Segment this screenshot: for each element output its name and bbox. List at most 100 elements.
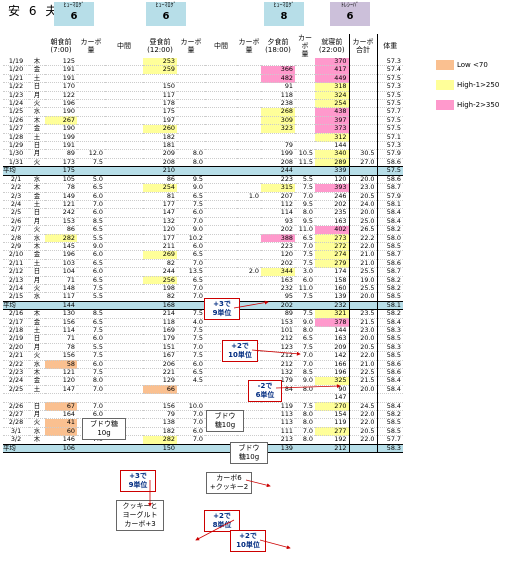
- arrow: [233, 300, 269, 309]
- table-cell: 67: [45, 402, 77, 412]
- table-cell: 58.3: [376, 343, 403, 353]
- table-row: 2/18 土 114 7.5 169 7.5 101 8.0 144 23.0 58.3: [3, 326, 403, 336]
- column-header: 就寝前 (22:00): [318, 38, 345, 54]
- table-cell: [237, 65, 261, 75]
- table-row: 2/17 金 156 6.5 118 4.0 153 9.0 378 21.5 58.4: [3, 318, 403, 328]
- table-cell: [205, 250, 237, 260]
- table-cell: [177, 124, 205, 134]
- table-cell: 3.0: [295, 267, 315, 277]
- table-cell: 393: [315, 183, 349, 193]
- table-cell: 397: [315, 116, 349, 126]
- table-cell: 30.5: [348, 150, 377, 159]
- table-cell: [105, 74, 143, 84]
- table-cell: 26.5: [348, 225, 377, 235]
- table-cell: 24.5: [348, 402, 377, 412]
- table-cell: 12.0: [77, 150, 105, 159]
- table-cell: 22.0: [348, 419, 377, 428]
- table-cell: 114: [45, 326, 77, 336]
- table-cell: 水: [29, 234, 45, 243]
- table-cell: [205, 267, 237, 277]
- table-cell: [295, 58, 315, 67]
- arrow: [195, 519, 235, 541]
- table-cell: 2/15: [3, 292, 29, 302]
- table-cell: 火: [29, 284, 45, 294]
- insulin-bedtime: ﾄﾚｼｰﾊﾞ 6: [330, 2, 370, 26]
- table-cell: [105, 402, 143, 412]
- table-cell: [295, 82, 315, 92]
- table-cell: [205, 217, 237, 227]
- table-cell: [105, 259, 143, 269]
- table-cell: 7.5: [77, 326, 105, 336]
- table-cell: [205, 208, 237, 218]
- table-cell: [205, 351, 237, 361]
- table-cell: 71: [45, 276, 77, 285]
- table-cell: 202: [315, 200, 349, 210]
- table-cell: [105, 149, 143, 159]
- table-cell: 91: [261, 82, 295, 92]
- table-cell: 321: [315, 309, 349, 319]
- table-cell: 145: [45, 242, 77, 252]
- table-cell: 125: [45, 57, 77, 67]
- table-cell: 178: [143, 99, 177, 109]
- table-cell: 7.5: [295, 250, 315, 260]
- table-cell: 7.0: [295, 192, 315, 201]
- table-cell: 7.5: [177, 309, 205, 319]
- table-cell: 179: [143, 335, 177, 344]
- table-cell: 23.0: [348, 183, 377, 193]
- table-cell: [237, 174, 261, 185]
- table-cell: [237, 208, 261, 218]
- table-cell: 60: [45, 427, 77, 437]
- average-cell: 106: [45, 443, 77, 454]
- table-cell: 1/22: [3, 82, 29, 92]
- insulin-lunch: ﾋｭｰﾏﾛｸﾞ 6: [146, 2, 186, 26]
- table-cell: 木: [29, 116, 45, 126]
- table-cell: 25.5: [348, 284, 377, 294]
- table-cell: 6.5: [177, 368, 205, 378]
- table-cell: 6.0: [177, 360, 205, 370]
- table-cell: 132: [261, 368, 295, 378]
- average-cell: 57.5: [376, 166, 403, 176]
- table-cell: [205, 284, 237, 294]
- average-cell: [295, 443, 315, 454]
- table-cell: [261, 133, 295, 143]
- table-cell: [77, 99, 105, 109]
- table-cell: 312: [315, 133, 349, 143]
- table-cell: 日: [29, 402, 45, 412]
- table-cell: [237, 116, 261, 126]
- table-cell: 6.0: [295, 276, 315, 285]
- table-cell: [143, 74, 177, 84]
- column-header: カーボ 合計: [348, 34, 377, 58]
- table-cell: [205, 91, 237, 101]
- table-cell: 268: [261, 108, 295, 117]
- table-cell: 20.0: [348, 385, 377, 395]
- table-cell: [105, 393, 143, 403]
- table-cell: 58.6: [376, 158, 403, 168]
- table-cell: 120: [315, 174, 349, 185]
- table-cell: 8.0: [295, 208, 315, 218]
- table-cell: 8.0: [295, 435, 315, 445]
- table-cell: 57.5: [376, 99, 403, 109]
- table-cell: 10.2: [177, 234, 205, 243]
- table-cell: 57.3: [376, 57, 403, 67]
- table-cell: 212: [261, 335, 295, 344]
- table-cell: [348, 58, 377, 67]
- table-cell: 58.5: [376, 427, 403, 437]
- table-cell: 147: [45, 385, 77, 395]
- table-cell: [77, 116, 105, 126]
- table-cell: 378: [315, 318, 349, 328]
- table-cell: 202: [261, 259, 295, 269]
- table-cell: [237, 183, 261, 193]
- table-cell: 147: [315, 393, 349, 403]
- table-cell: [237, 284, 261, 294]
- table-cell: 21.0: [348, 259, 377, 269]
- table-cell: [348, 141, 377, 151]
- table-cell: [205, 200, 237, 210]
- table-cell: 1/21: [3, 74, 29, 84]
- table-row: 1/27 金 190 260 323 373 57.5: [3, 124, 403, 134]
- table-cell: [205, 174, 237, 185]
- table-cell: 月: [29, 276, 45, 285]
- table-cell: 58.5: [376, 419, 403, 428]
- table-cell: 388: [261, 234, 295, 243]
- table-cell: 9.5: [177, 174, 205, 185]
